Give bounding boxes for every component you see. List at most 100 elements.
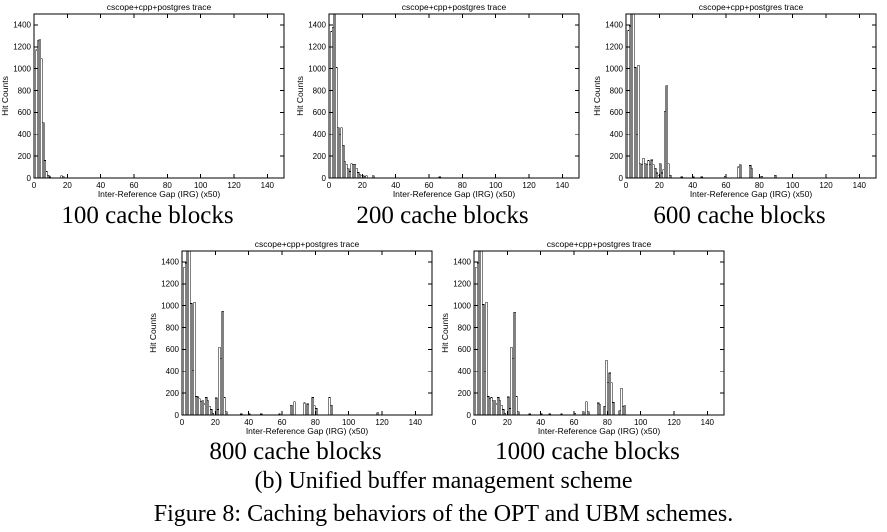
chart-svg: cscope+cpp+postgres trace 0 20 40 60 80 100 120… <box>592 2 877 199</box>
y-tick-label: 1200 <box>161 280 179 289</box>
y-tick-label: 200 <box>18 152 32 161</box>
y-tick-label: 600 <box>313 108 327 117</box>
x-axis-label: Inter-Reference Gap (IRG) (x50) <box>538 426 661 436</box>
y-axis-label: Hit Counts <box>295 76 305 116</box>
x-tick-label: 40 <box>244 418 253 427</box>
y-tick-label: 400 <box>18 130 32 139</box>
y-axis-label: Hit Counts <box>592 76 602 116</box>
subplot-100-cache-blocks: cscope+cpp+postgres trace 0 20 40 60 80 100 120… <box>0 0 295 200</box>
y-tick-label: 600 <box>610 108 624 117</box>
plot-box <box>625 13 877 179</box>
subplot-200-cache-blocks: cscope+cpp+postgres trace 0 20 40 60 80 100 120… <box>295 0 590 200</box>
histogram-bar <box>329 404 333 416</box>
x-tick-label: 40 <box>96 181 105 190</box>
y-tick-label: 800 <box>166 323 180 332</box>
x-tick-label: 120 <box>522 181 536 190</box>
y-tick-label: 1400 <box>161 258 179 267</box>
y-tick-label: 1200 <box>13 43 31 52</box>
x-tick-label: 100 <box>786 181 800 190</box>
y-tick-label: 800 <box>18 86 32 95</box>
histogram-bar <box>306 403 310 416</box>
x-tick-label: 20 <box>63 181 72 190</box>
histogram-bar <box>598 404 602 416</box>
x-tick-label: 60 <box>570 418 579 427</box>
chart-svg: cscope+cpp+postgres trace 0 20 40 60 80 100 120… <box>295 2 580 199</box>
group-caption-b: (b) Unified buffer management scheme <box>254 468 633 494</box>
y-tick-label: 1000 <box>13 64 31 73</box>
histogram-chart-800: cscope+cpp+postgres trace 0 20 40 60 80 100 120… <box>148 237 443 437</box>
x-tick-label: 80 <box>311 418 320 427</box>
y-tick-label: 600 <box>18 108 32 117</box>
y-axis-label: Hit Counts <box>148 313 158 353</box>
y-tick-label: 0 <box>467 411 472 420</box>
y-tick-label: 0 <box>619 174 624 183</box>
x-tick-label: 140 <box>556 181 570 190</box>
y-tick-label: 200 <box>166 389 180 398</box>
histogram-bar <box>637 65 640 179</box>
x-tick-label: 140 <box>701 418 715 427</box>
y-tick-label: 800 <box>610 86 624 95</box>
plot-box <box>33 13 285 179</box>
x-tick-label: 120 <box>667 418 681 427</box>
chart-title: cscope+cpp+postgres trace <box>107 2 212 12</box>
y-tick-label: 0 <box>175 411 180 420</box>
chart-title: cscope+cpp+postgres trace <box>547 239 652 249</box>
x-tick-label: 140 <box>409 418 423 427</box>
y-tick-label: 0 <box>27 174 32 183</box>
x-tick-label: 60 <box>130 181 139 190</box>
chart-title: cscope+cpp+postgres trace <box>699 2 804 12</box>
histogram-chart-1000: cscope+cpp+postgres trace 0 20 40 60 80 100 120… <box>440 237 735 437</box>
x-tick-label: 120 <box>227 181 241 190</box>
y-tick-label: 1200 <box>605 43 623 52</box>
x-axis-label: Inter-Reference Gap (IRG) (x50) <box>246 426 369 436</box>
x-tick-label: 40 <box>688 181 697 190</box>
x-tick-label: 0 <box>624 181 629 190</box>
subplot-caption-1000: 1000 cache blocks <box>495 438 680 465</box>
y-tick-label: 400 <box>610 130 624 139</box>
y-tick-label: 800 <box>458 323 472 332</box>
x-axis-label: Inter-Reference Gap (IRG) (x50) <box>393 189 516 199</box>
y-tick-label: 200 <box>458 389 472 398</box>
x-axis-label: Inter-Reference Gap (IRG) (x50) <box>690 189 813 199</box>
x-tick-label: 140 <box>853 181 867 190</box>
x-axis-label: Inter-Reference Gap (IRG) (x50) <box>98 189 221 199</box>
y-tick-label: 400 <box>313 130 327 139</box>
subplot-caption-800: 800 cache blocks <box>209 438 382 465</box>
subplot-800-cache-blocks: cscope+cpp+postgres trace 0 20 40 60 80 100 120… <box>148 237 443 437</box>
histogram-chart-600: cscope+cpp+postgres trace 0 20 40 60 80 100 120… <box>592 0 887 200</box>
histogram-chart-200: cscope+cpp+postgres trace 0 20 40 60 80 100 120… <box>295 0 590 200</box>
chart-title: cscope+cpp+postgres trace <box>255 239 360 249</box>
y-tick-label: 600 <box>166 345 180 354</box>
y-tick-label: 1400 <box>13 21 31 30</box>
y-tick-label: 1000 <box>161 301 179 310</box>
x-tick-label: 20 <box>655 181 664 190</box>
histogram-chart-100: cscope+cpp+postgres trace 0 20 40 60 80 100 120… <box>0 0 295 200</box>
y-axis-label: Hit Counts <box>440 313 450 353</box>
x-tick-label: 100 <box>194 181 208 190</box>
x-tick-label: 20 <box>503 418 512 427</box>
subplot-caption-100: 100 cache blocks <box>61 202 234 229</box>
plot-box <box>181 250 433 416</box>
histogram-bar <box>293 401 296 416</box>
plot-box <box>328 13 580 179</box>
x-tick-label: 60 <box>425 181 434 190</box>
figure-caption: Figure 8: Caching behaviors of the OPT a… <box>153 501 734 527</box>
chart-svg: cscope+cpp+postgres trace 0 20 40 60 80 100 120… <box>440 239 725 436</box>
x-tick-label: 80 <box>603 418 612 427</box>
x-tick-label: 80 <box>458 181 467 190</box>
y-tick-label: 1200 <box>453 280 471 289</box>
x-tick-label: 60 <box>278 418 287 427</box>
y-tick-label: 1400 <box>308 21 326 30</box>
y-tick-label: 600 <box>458 345 472 354</box>
y-tick-label: 1400 <box>605 21 623 30</box>
histogram-bar <box>303 402 306 416</box>
y-tick-label: 200 <box>610 152 624 161</box>
x-tick-label: 100 <box>634 418 648 427</box>
histogram-bar <box>623 405 627 416</box>
x-tick-label: 20 <box>358 181 367 190</box>
chart-title: cscope+cpp+postgres trace <box>402 2 507 12</box>
x-tick-label: 20 <box>211 418 220 427</box>
x-tick-label: 120 <box>819 181 833 190</box>
y-tick-label: 400 <box>458 367 472 376</box>
